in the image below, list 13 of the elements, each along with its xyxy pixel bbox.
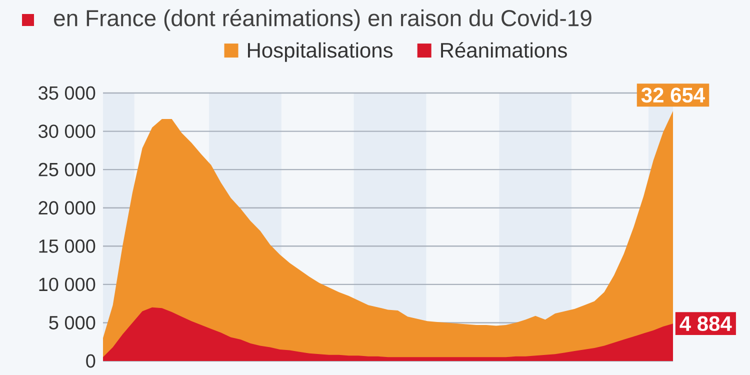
chart-title: en France (dont réanimations) en raison du Covid-19 <box>54 9 592 31</box>
legend-label: Réanimations <box>441 42 567 58</box>
y-tick-label: 5 000 <box>49 316 96 330</box>
legend-label: Hospitalisations <box>248 42 393 62</box>
data-label: 4 884 <box>680 316 732 332</box>
y-tick-label: 30 000 <box>38 124 96 138</box>
y-tick-label: 35 000 <box>38 86 96 100</box>
y-tick-label: 25 000 <box>38 162 96 176</box>
y-tick-label: 20 000 <box>38 201 96 215</box>
y-tick-label: 15 000 <box>39 239 96 253</box>
y-tick-label: 10 000 <box>39 278 96 292</box>
data-label: 32 654 <box>641 88 705 103</box>
y-tick-label: 0 <box>86 354 96 368</box>
